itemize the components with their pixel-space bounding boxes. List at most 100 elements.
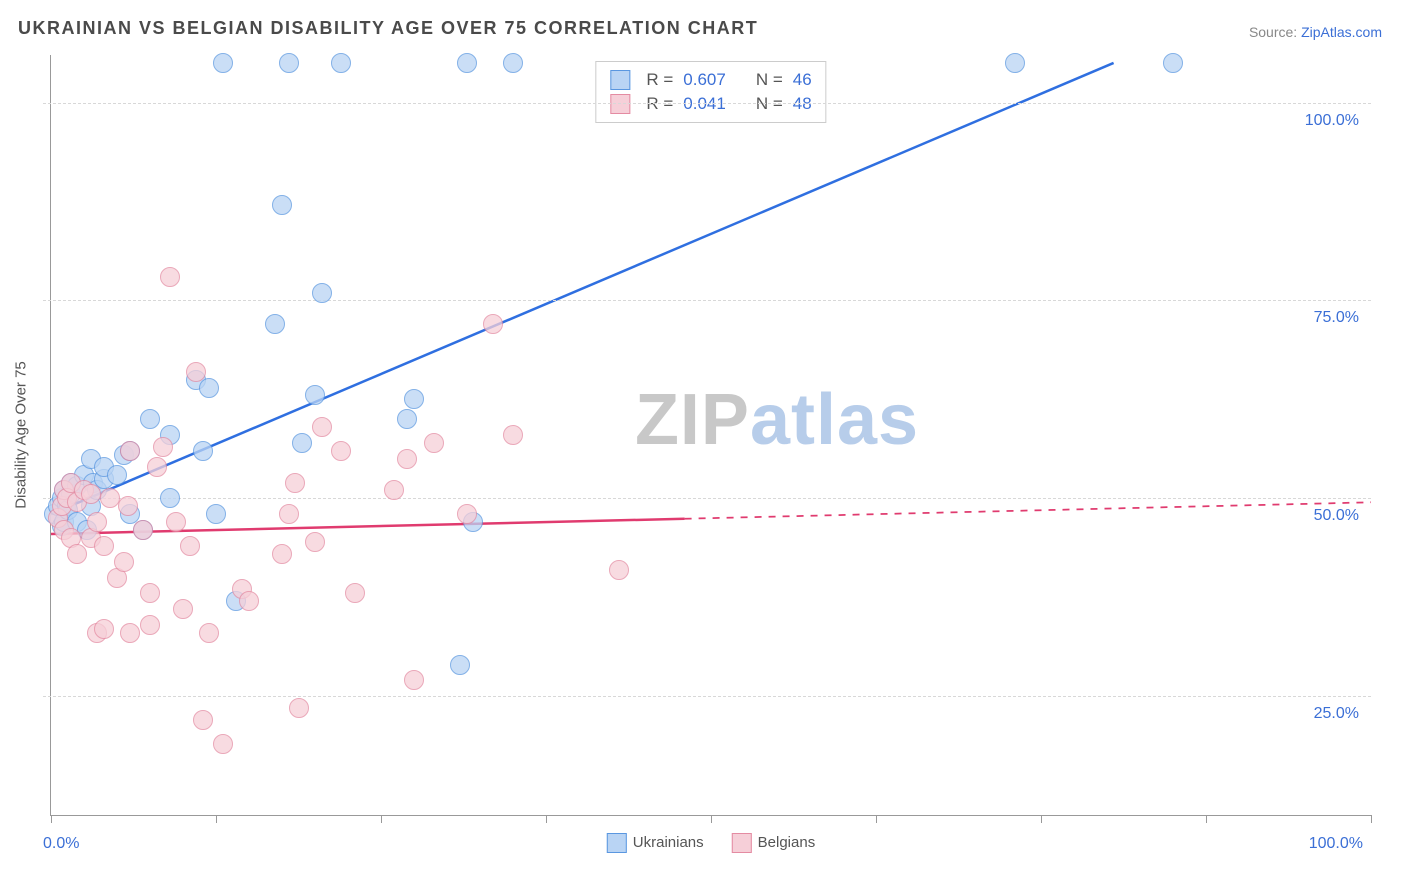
scatter-point <box>331 53 351 73</box>
y-axis-title: Disability Age Over 75 <box>13 361 30 509</box>
gridline-h <box>43 103 1371 104</box>
scatter-point <box>450 655 470 675</box>
x-tick-mark <box>51 815 52 823</box>
source-link[interactable]: ZipAtlas.com <box>1301 24 1382 40</box>
x-tick-mark <box>1041 815 1042 823</box>
scatter-point <box>1163 53 1183 73</box>
x-tick-mark <box>216 815 217 823</box>
legend-stats-box: R = 0.607 N = 46 R = 0.041 N = 48 <box>595 61 826 123</box>
legend-n-value: 46 <box>793 70 812 90</box>
scatter-point <box>312 283 332 303</box>
scatter-point <box>305 532 325 552</box>
scatter-point <box>186 362 206 382</box>
x-axis-min-label: 0.0% <box>43 835 79 853</box>
y-tick-label: 50.0% <box>1314 507 1359 525</box>
gridline-h <box>43 498 1371 499</box>
scatter-point <box>94 536 114 556</box>
legend-n-value: 48 <box>793 94 812 114</box>
y-tick-label: 100.0% <box>1305 112 1359 130</box>
scatter-point <box>292 433 312 453</box>
scatter-point <box>107 465 127 485</box>
scatter-point <box>166 512 186 532</box>
legend-series-item: Ukrainians <box>607 833 704 853</box>
scatter-point <box>133 520 153 540</box>
scatter-point <box>147 457 167 477</box>
scatter-point <box>279 504 299 524</box>
scatter-point <box>289 698 309 718</box>
scatter-point <box>114 552 134 572</box>
scatter-point <box>213 53 233 73</box>
scatter-point <box>120 623 140 643</box>
x-tick-mark <box>711 815 712 823</box>
scatter-point <box>609 560 629 580</box>
scatter-point <box>120 441 140 461</box>
legend-stats-row: R = 0.041 N = 48 <box>610 92 811 116</box>
scatter-point <box>140 409 160 429</box>
legend-r-value: 0.041 <box>683 94 726 114</box>
scatter-point <box>199 623 219 643</box>
scatter-point <box>160 267 180 287</box>
scatter-point <box>279 53 299 73</box>
y-tick-label: 25.0% <box>1314 705 1359 723</box>
legend-n-label: N = <box>756 94 783 114</box>
scatter-point <box>305 385 325 405</box>
x-tick-mark <box>1206 815 1207 823</box>
gridline-h <box>43 300 1371 301</box>
x-tick-mark <box>381 815 382 823</box>
scatter-point <box>331 441 351 461</box>
scatter-point <box>193 710 213 730</box>
source-prefix: Source: <box>1249 24 1301 40</box>
y-tick-label: 75.0% <box>1314 309 1359 327</box>
scatter-point <box>173 599 193 619</box>
legend-swatch <box>607 833 627 853</box>
scatter-point <box>397 409 417 429</box>
chart-container: UKRAINIAN VS BELGIAN DISABILITY AGE OVER… <box>0 0 1406 892</box>
gridline-h <box>43 696 1371 697</box>
scatter-point <box>213 734 233 754</box>
scatter-point <box>1005 53 1025 73</box>
trend-line-dashed <box>685 502 1371 518</box>
legend-r-label: R = <box>646 94 673 114</box>
scatter-point <box>81 484 101 504</box>
scatter-point <box>206 504 226 524</box>
trend-lines-layer <box>51 55 1371 815</box>
chart-title: UKRAINIAN VS BELGIAN DISABILITY AGE OVER… <box>18 18 758 39</box>
scatter-point <box>94 619 114 639</box>
scatter-point <box>397 449 417 469</box>
x-tick-mark <box>1371 815 1372 823</box>
scatter-point <box>193 441 213 461</box>
legend-series-label: Belgians <box>758 834 816 851</box>
x-tick-mark <box>876 815 877 823</box>
legend-r-value: 0.607 <box>683 70 726 90</box>
scatter-point <box>404 389 424 409</box>
legend-series: Ukrainians Belgians <box>607 833 815 853</box>
scatter-point <box>424 433 444 453</box>
scatter-point <box>457 504 477 524</box>
scatter-point <box>239 591 259 611</box>
scatter-point <box>265 314 285 334</box>
scatter-point <box>503 425 523 445</box>
legend-swatch <box>732 833 752 853</box>
legend-r-label: R = <box>646 70 673 90</box>
scatter-point <box>87 512 107 532</box>
legend-swatch <box>610 94 630 114</box>
scatter-point <box>272 544 292 564</box>
legend-stats-row: R = 0.607 N = 46 <box>610 68 811 92</box>
x-axis-max-label: 100.0% <box>1309 835 1363 853</box>
scatter-point <box>140 615 160 635</box>
scatter-point <box>118 496 138 516</box>
legend-series-label: Ukrainians <box>633 834 704 851</box>
scatter-point <box>457 53 477 73</box>
scatter-point <box>285 473 305 493</box>
scatter-point <box>312 417 332 437</box>
scatter-point <box>199 378 219 398</box>
scatter-point <box>180 536 200 556</box>
plot-area: Disability Age Over 75 ZIPatlas R = 0.60… <box>50 55 1371 816</box>
legend-n-label: N = <box>756 70 783 90</box>
scatter-point <box>67 544 87 564</box>
scatter-point <box>272 195 292 215</box>
scatter-point <box>503 53 523 73</box>
legend-swatch <box>610 70 630 90</box>
source-attribution: Source: ZipAtlas.com <box>1249 24 1382 40</box>
scatter-point <box>153 437 173 457</box>
